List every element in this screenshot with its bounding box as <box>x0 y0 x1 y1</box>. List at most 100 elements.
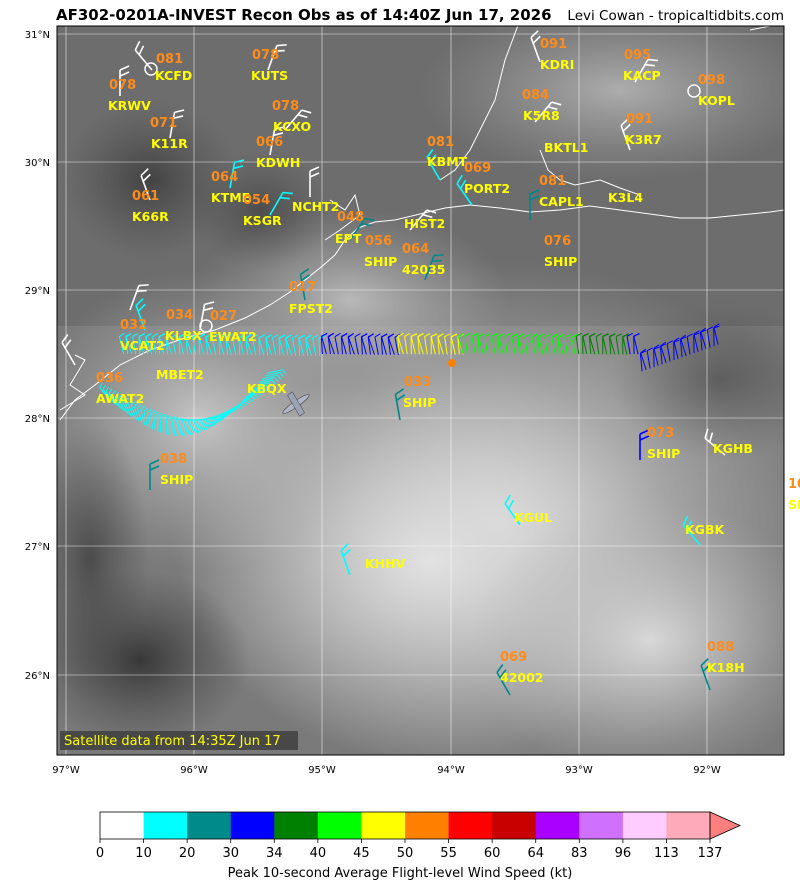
colorbar-arrow <box>709 811 741 840</box>
station-id: KTME <box>211 190 250 205</box>
track-barb <box>394 333 401 355</box>
track-barb <box>348 333 355 355</box>
station-value: 066 <box>256 135 283 150</box>
track-barb <box>564 333 571 356</box>
colorbar-segment <box>317 812 362 839</box>
station-value: 034 <box>166 308 193 323</box>
lat-tick: 29°N <box>25 286 50 297</box>
wind-barb <box>129 284 149 311</box>
track-barb <box>159 413 166 433</box>
track-barb <box>544 333 551 355</box>
track-barb <box>146 408 153 428</box>
lat-tick: 30°N <box>25 158 50 169</box>
station-value: 027 <box>210 309 237 324</box>
track-barb <box>653 344 660 366</box>
track-barb <box>156 412 162 432</box>
track-barb <box>430 333 437 355</box>
station-id: EWAT2 <box>209 329 257 344</box>
wind-barb <box>61 334 76 366</box>
station-value: 078 <box>109 78 136 93</box>
track-barb <box>248 386 268 395</box>
wind-barb <box>169 109 185 139</box>
track-barb <box>388 333 395 355</box>
station-value: 017 <box>289 280 316 295</box>
gridlines <box>57 26 784 755</box>
lat-axis: 31°N 30°N 29°N 28°N 27°N 26°N <box>25 30 50 682</box>
track-barb <box>238 333 245 356</box>
track-barb <box>305 334 313 357</box>
wind-barb <box>134 40 153 71</box>
station-value: 064 <box>402 242 429 257</box>
station-id: BKTL1 <box>544 140 588 155</box>
colorbar-tick: 137 <box>698 846 723 861</box>
wind-barb <box>409 209 437 231</box>
track-barb <box>245 334 253 356</box>
track-barb <box>143 407 149 427</box>
track-barb <box>659 343 667 365</box>
station-value: 036 <box>96 371 123 386</box>
track-barb <box>153 411 159 431</box>
station-id: KSGR <box>243 213 282 228</box>
track-barb <box>130 401 138 421</box>
wind-barb <box>309 166 320 197</box>
track-barb <box>162 414 169 434</box>
wind-barb <box>682 515 701 546</box>
track-barb <box>240 393 259 404</box>
track-barb <box>609 333 616 355</box>
wind-barb <box>284 109 312 131</box>
track-barb <box>176 418 185 436</box>
track-barb <box>511 333 518 355</box>
station-id: KOPL <box>698 93 735 108</box>
station-value: 084 <box>522 88 549 103</box>
colorbar-segment <box>100 812 145 839</box>
satellite-image <box>57 26 784 755</box>
track-barb <box>551 333 558 356</box>
wind-barb <box>340 543 351 576</box>
colorbar-segment <box>579 812 624 839</box>
station-value: 10 <box>788 477 800 492</box>
track-barb <box>602 333 609 355</box>
station-id: KBMT <box>427 154 468 169</box>
calm-marker <box>144 62 158 76</box>
track-barb <box>410 332 417 355</box>
station-id: KLBX <box>165 328 202 343</box>
track-barb <box>575 332 583 355</box>
station-id: SHIP <box>403 395 436 410</box>
track-barb <box>464 332 471 355</box>
track-barb <box>693 330 700 352</box>
track-barb <box>531 333 538 355</box>
track-barb <box>713 325 720 347</box>
colorbar-tick: 34 <box>266 846 283 861</box>
station-id: SH <box>788 497 800 512</box>
track-barb <box>212 333 219 355</box>
track-max-marker <box>448 359 456 367</box>
wind-barb <box>639 429 650 460</box>
track-barb <box>444 333 451 355</box>
track-barb <box>170 417 179 436</box>
station-id: SHIP <box>544 254 577 269</box>
wind-barb <box>229 159 245 189</box>
flight-track <box>99 323 720 437</box>
station-value: 081 <box>427 135 454 150</box>
colorbar-segment <box>187 812 232 839</box>
colorbar-tick: 30 <box>222 846 239 861</box>
track-barb <box>633 332 640 355</box>
track-barb <box>118 332 125 355</box>
track-barb <box>673 337 680 359</box>
wind-barb <box>456 174 473 206</box>
station-id: K11R <box>151 136 188 151</box>
track-barb <box>178 333 185 355</box>
station-id: KRWV <box>108 98 151 113</box>
track-barb <box>537 333 544 355</box>
track-barb <box>660 341 667 364</box>
track-barb <box>673 339 680 361</box>
lon-tick: 93°W <box>565 765 593 776</box>
station-value: 095 <box>624 48 651 63</box>
station-id: KCFD <box>155 68 192 83</box>
wind-barb <box>119 65 130 96</box>
track-barb <box>713 323 720 345</box>
track-barb <box>192 333 199 355</box>
wind-barb <box>634 58 658 83</box>
track-barb <box>251 384 271 392</box>
track-barb <box>484 333 491 355</box>
